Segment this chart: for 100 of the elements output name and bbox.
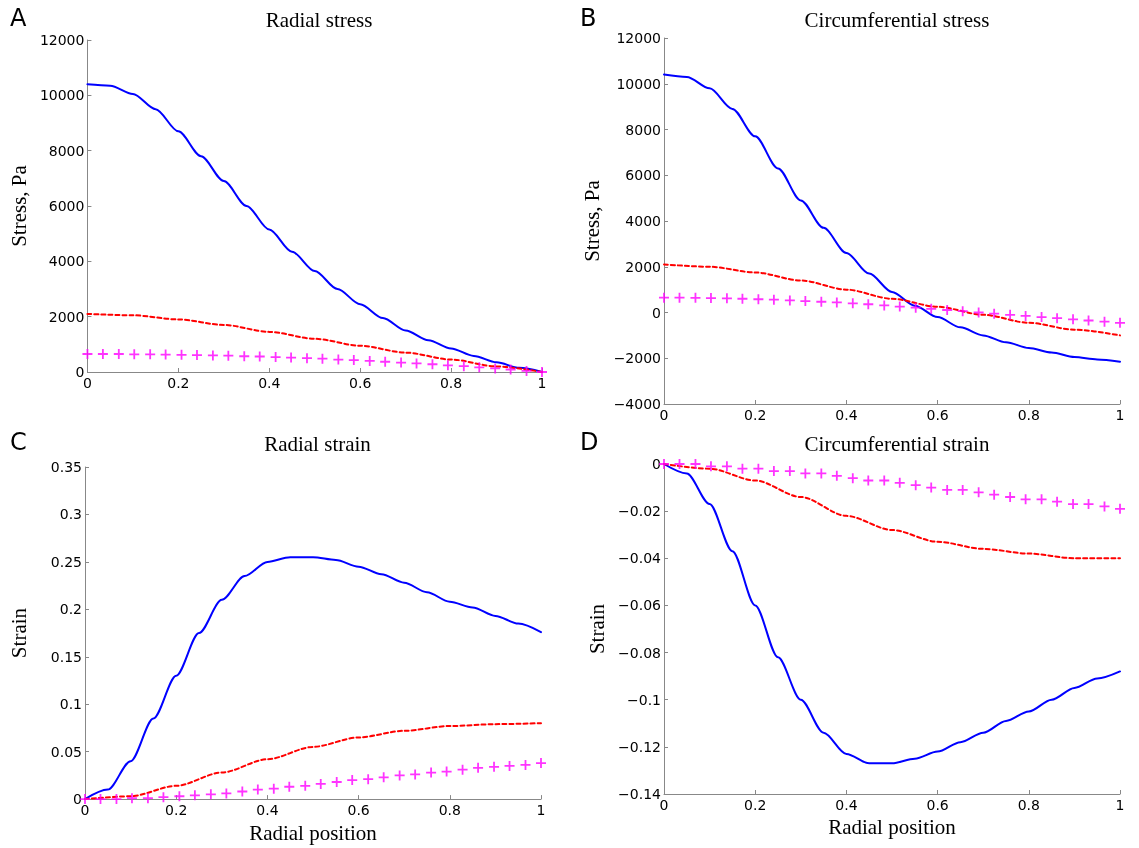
point xyxy=(395,356,407,369)
point xyxy=(941,304,954,316)
chart-title: Circumferential stress xyxy=(804,7,990,32)
y-tick-label: 10000 xyxy=(616,75,661,92)
point xyxy=(736,292,749,305)
point xyxy=(96,348,109,360)
point xyxy=(972,306,985,319)
y-tick-label: 4000 xyxy=(625,213,661,229)
point xyxy=(332,353,345,366)
point xyxy=(126,792,138,805)
line-series xyxy=(663,73,1121,363)
point xyxy=(222,349,235,362)
point xyxy=(189,789,201,802)
point xyxy=(768,293,780,306)
point xyxy=(173,790,186,803)
point xyxy=(456,763,469,776)
y-tick-label: 0 xyxy=(75,364,85,380)
point xyxy=(1098,315,1111,328)
point xyxy=(972,486,985,499)
text: B xyxy=(580,4,597,32)
y-tick-label: 0.15 xyxy=(50,648,82,665)
point xyxy=(721,460,733,473)
x-tick-label: 0.6 xyxy=(347,802,370,819)
y-tick-label: 2000 xyxy=(48,308,85,325)
point xyxy=(1114,316,1126,329)
point xyxy=(862,298,875,311)
point xyxy=(238,350,251,363)
point xyxy=(846,297,859,310)
x-tick-label: 0.2 xyxy=(744,797,767,813)
point xyxy=(925,481,938,494)
point xyxy=(253,350,266,363)
y-axis-title: Stress, Pa xyxy=(580,179,605,262)
point xyxy=(1114,502,1126,515)
x-tick-label: 0.8 xyxy=(439,375,463,391)
point xyxy=(81,348,94,360)
point xyxy=(251,783,264,796)
point xyxy=(314,778,327,790)
y-tick-label: −4000 xyxy=(613,396,661,412)
y-tick-label: −0.06 xyxy=(618,597,662,614)
point xyxy=(393,769,406,782)
x-tick-label: 0.4 xyxy=(256,802,279,819)
point xyxy=(705,292,717,304)
point xyxy=(269,351,282,363)
point xyxy=(721,292,733,305)
point xyxy=(1051,495,1063,508)
point xyxy=(157,791,170,804)
point xyxy=(878,474,891,487)
point xyxy=(1082,498,1095,510)
x-tick-label: 0.8 xyxy=(1017,797,1040,813)
y-tick-label: 4000 xyxy=(48,253,85,270)
point xyxy=(815,467,828,480)
x-tick-label: 0.2 xyxy=(165,802,188,819)
point xyxy=(783,465,796,477)
point xyxy=(752,462,765,475)
point xyxy=(1082,314,1095,327)
point xyxy=(472,761,484,774)
point xyxy=(204,788,217,801)
x-tick-label: 0.8 xyxy=(1017,407,1040,423)
point xyxy=(893,300,906,313)
y-tick-label: 0.05 xyxy=(50,743,82,760)
x-tick-label: 0.4 xyxy=(835,797,858,813)
y-axis-title: Strain xyxy=(584,603,609,655)
point xyxy=(1004,491,1016,503)
point xyxy=(1051,312,1063,325)
point xyxy=(673,291,686,304)
point xyxy=(941,484,954,496)
x-tick-label: 1 xyxy=(536,802,546,819)
point xyxy=(301,352,313,365)
point xyxy=(144,348,157,361)
point xyxy=(909,301,922,314)
point xyxy=(768,465,780,477)
y-tick-label: −0.14 xyxy=(618,786,662,802)
point xyxy=(440,765,453,778)
point xyxy=(285,351,297,364)
point xyxy=(377,771,390,784)
y-tick-label: −0.1 xyxy=(627,691,661,708)
point xyxy=(1098,500,1111,513)
point xyxy=(362,773,375,786)
y-tick-label: −0.02 xyxy=(618,503,661,520)
y-tick-label: −0.04 xyxy=(618,550,662,567)
y-axis-title: Stress, Pa xyxy=(6,164,31,247)
point xyxy=(988,488,1001,501)
point xyxy=(283,780,296,793)
point xyxy=(1004,308,1016,321)
point xyxy=(956,484,969,496)
point xyxy=(330,776,343,788)
point xyxy=(159,348,172,361)
x-tick-label: 1 xyxy=(1115,797,1125,813)
line-series xyxy=(663,263,1121,337)
point xyxy=(799,295,812,307)
y-tick-label: 12000 xyxy=(616,30,661,46)
y-tick-label: 10000 xyxy=(39,87,85,104)
point xyxy=(925,302,938,315)
point xyxy=(363,355,376,367)
point xyxy=(142,792,154,805)
point xyxy=(316,352,329,365)
point xyxy=(830,469,843,482)
x-tick-label: 1 xyxy=(1115,407,1125,423)
y-tick-label: 6000 xyxy=(48,198,85,214)
x-tick-label: 0.6 xyxy=(926,797,949,813)
